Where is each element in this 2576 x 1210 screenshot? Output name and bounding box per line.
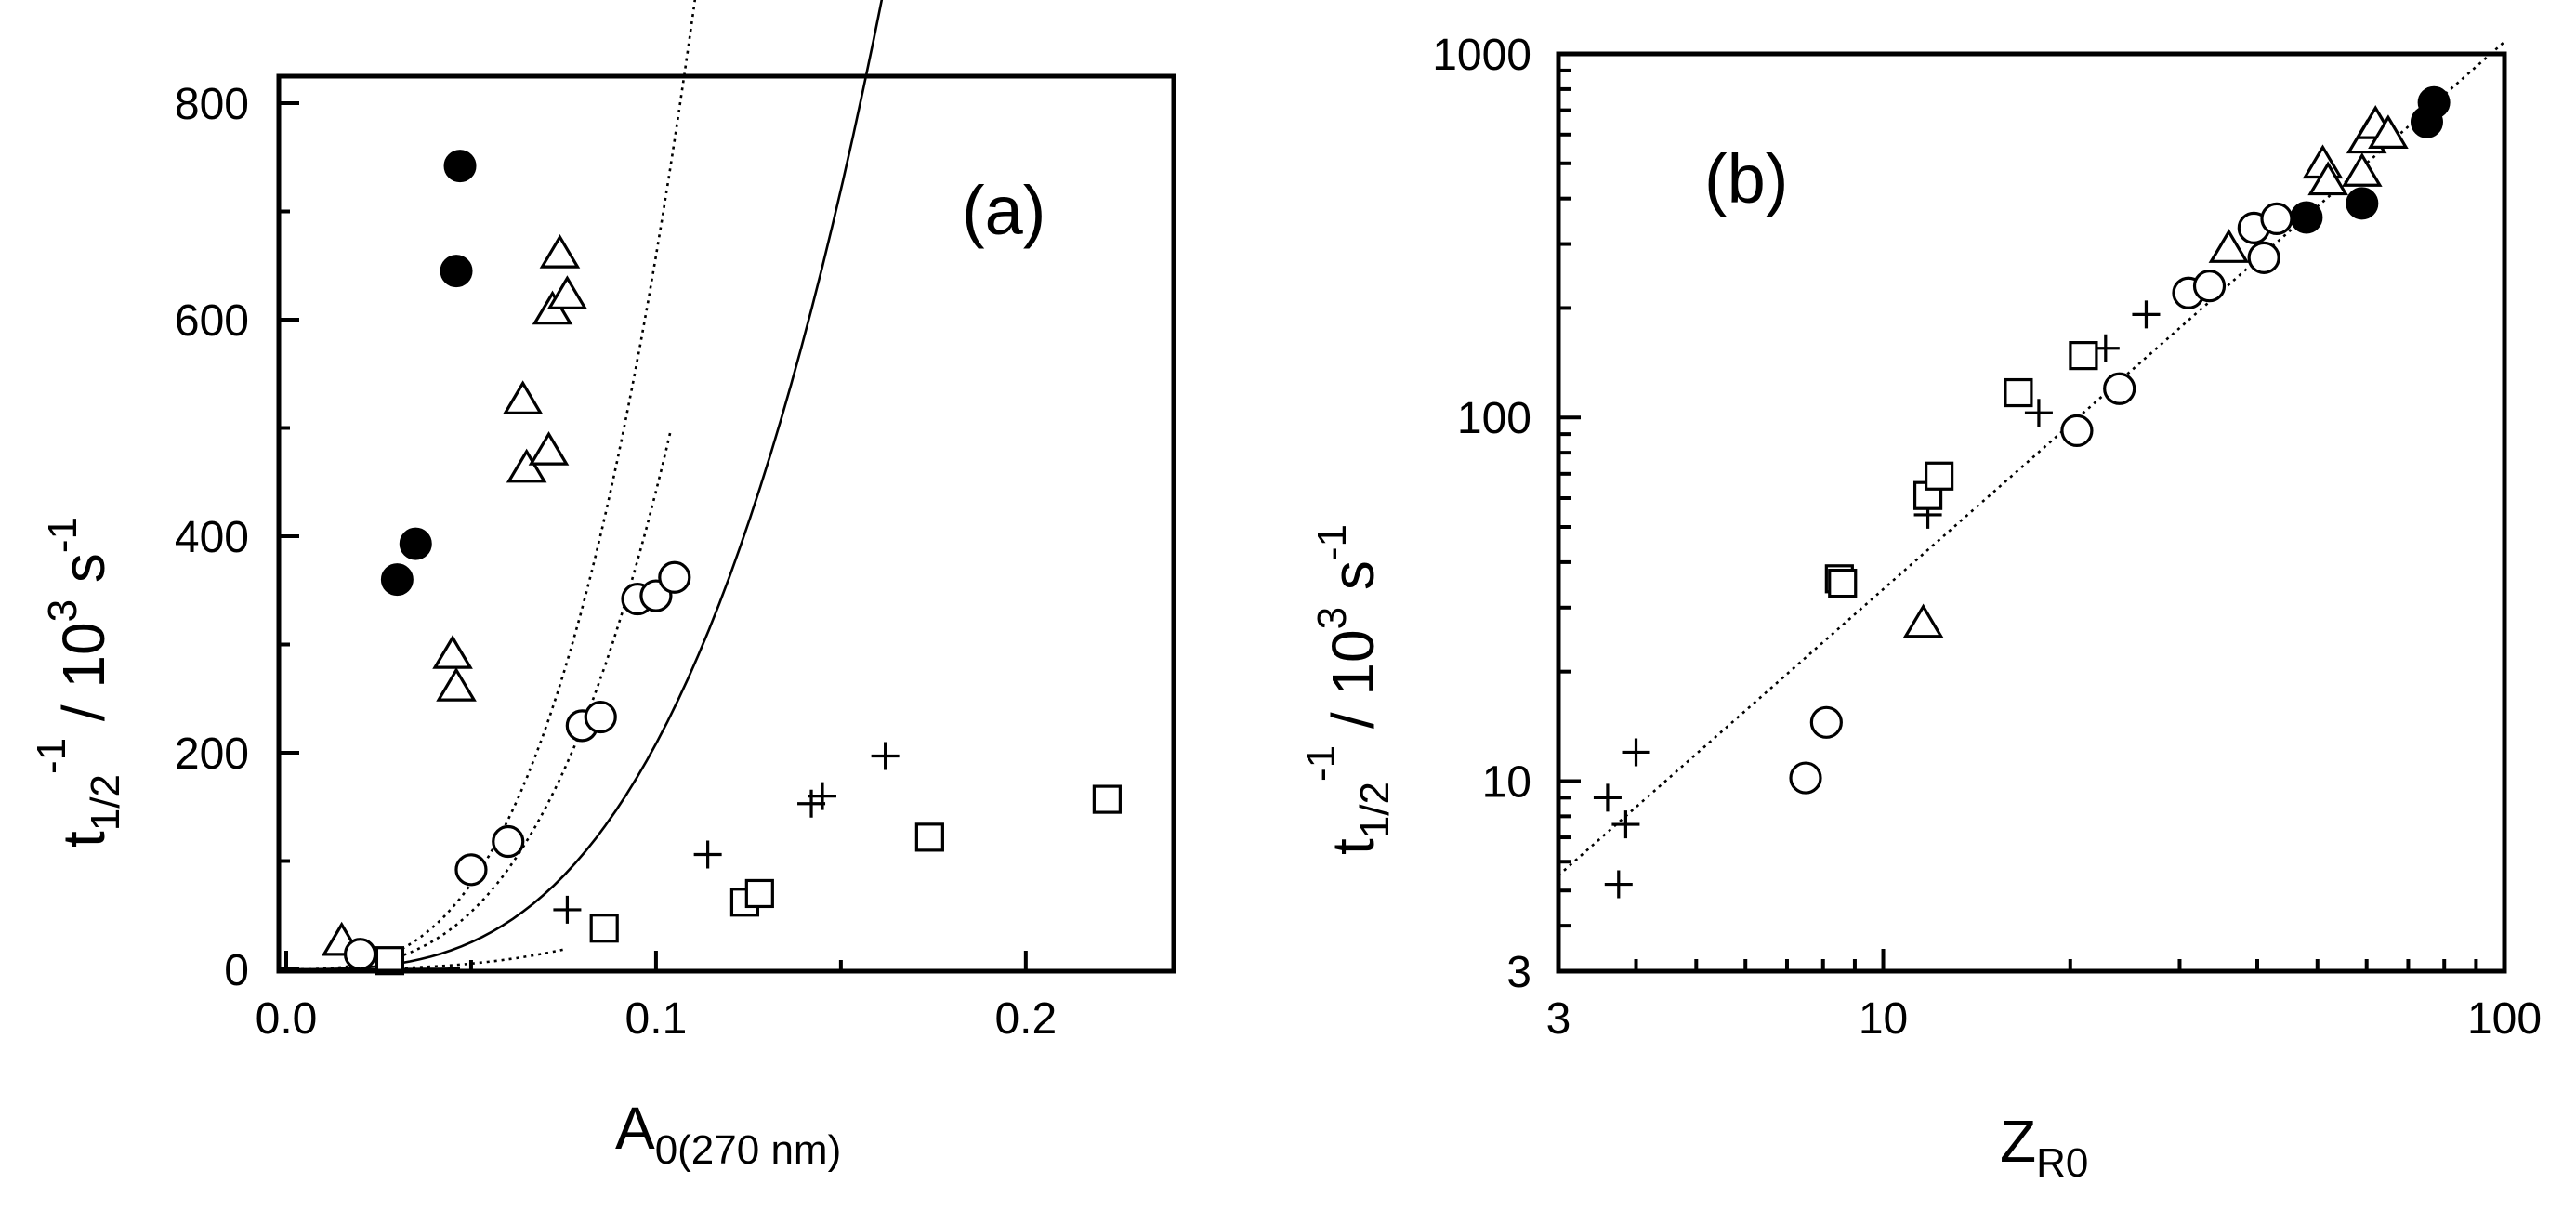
panel-a-point-open-square xyxy=(914,822,944,852)
panel-a-point-open-triangle xyxy=(539,233,581,269)
panel-b-y-tick-label: 1000 xyxy=(1432,31,1531,80)
panel-b-point-open-circle xyxy=(2060,414,2094,447)
panel-b-point-filled-circle xyxy=(2417,85,2451,119)
panel-b-point-open-circle xyxy=(2103,372,2136,405)
panel-a-x-tick-label: 0.1 xyxy=(625,994,688,1044)
panel-a-y-tick-label: 200 xyxy=(175,730,249,779)
panel-b-y-tick-label: 3 xyxy=(1506,948,1531,997)
panel-a-point-open-circle xyxy=(454,853,488,887)
panel-a-point-plus xyxy=(808,782,836,810)
panel-b-x-tick-label: 100 xyxy=(2467,994,2542,1044)
panel-b-point-open-square xyxy=(1828,568,1858,598)
panel-b-point-filled-circle xyxy=(2290,201,2323,234)
panel-b-point-open-square xyxy=(1912,480,1943,510)
panel-b-x-tick-label: 3 xyxy=(1546,994,1571,1044)
panel-b-point-open-circle xyxy=(1809,705,1843,739)
panel-a-fit-lines xyxy=(286,0,884,971)
panel-b-y-tick-label: 100 xyxy=(1457,394,1531,443)
panel-a-point-open-triangle xyxy=(432,635,473,669)
panel-a-point-open-circle xyxy=(492,824,525,859)
panel-a-point-plus xyxy=(797,789,826,818)
panel-b-y-tick-label: 10 xyxy=(1482,757,1531,807)
panel-b-point-plus xyxy=(1593,783,1622,812)
panel-a-ticks: 0.0 0.1 0.2 0 200 400 600 800 xyxy=(175,80,1057,1044)
panel-b-data-points xyxy=(1593,85,2451,899)
panel-a-y-tick-label: 400 xyxy=(175,513,249,562)
panel-a: 0.0 0.1 0.2 0 200 400 600 800 (a) A0(270 nm) t1… xyxy=(29,0,1176,1173)
panel-b-frame xyxy=(1556,51,2507,974)
panel-a-y-tick-label: 600 xyxy=(175,296,249,346)
panel-a-point-open-square xyxy=(589,914,619,943)
panel-a-point-open-triangle xyxy=(506,448,547,483)
panel-a-point-open-triangle xyxy=(436,666,477,702)
panel-a-point-filled-circle xyxy=(443,150,477,183)
panel-a-point-open-square xyxy=(744,878,774,909)
panel-b-point-plus xyxy=(1622,738,1650,767)
panel-a-x-axis-label: A0(270 nm) xyxy=(615,1095,841,1173)
panel-b-point-open-triangle xyxy=(2208,229,2250,263)
panel-b-point-open-circle xyxy=(2260,202,2293,236)
panel-b-y-axis-label: t1/2-1 / 103 s-1 xyxy=(1298,524,1398,855)
panel-b-point-open-square xyxy=(1925,461,1954,491)
panel-b-label: (b) xyxy=(1704,140,1788,217)
panel-a-x-tick-label: 0.2 xyxy=(994,994,1057,1044)
panel-a-y-axis-label: t1/2-1 / 103 s-1 xyxy=(29,517,128,848)
panel-a-point-open-circle xyxy=(658,560,691,594)
panel-b-point-plus xyxy=(2024,399,2053,427)
panel-a-point-open-triangle xyxy=(528,430,570,466)
panel-a-frame xyxy=(276,73,1176,974)
panel-a-point-filled-circle xyxy=(440,255,473,288)
panel-a-x-tick-label: 0.0 xyxy=(256,994,318,1044)
panel-b-point-open-triangle xyxy=(2342,152,2383,187)
panel-a-label: (a) xyxy=(962,172,1045,249)
panel-b-point-open-circle xyxy=(2247,241,2280,274)
panel-b-point-open-circle xyxy=(1789,761,1822,795)
panel-b-point-open-square xyxy=(2004,377,2033,408)
panel-b-point-filled-circle xyxy=(2346,187,2379,220)
panel-b-point-open-triangle xyxy=(2368,114,2409,149)
panel-b-point-open-triangle xyxy=(2307,161,2348,196)
panel-b-x-axis-label: ZR0 xyxy=(2000,1108,2088,1186)
panel-a-point-open-square xyxy=(1092,784,1122,814)
panel-a-point-open-circle xyxy=(584,700,617,734)
panel-a-fit-open-circle xyxy=(286,429,673,971)
panel-a-point-plus xyxy=(693,840,722,869)
panel-a-point-plus xyxy=(871,742,900,770)
panel-a-y-tick-label: 0 xyxy=(224,946,249,995)
panel-b: 3 10 100 3 10 100 1000 (b) ZR0 t1/2-1 / 103 s-… xyxy=(1298,31,2542,1186)
panel-b-point-plus xyxy=(1604,870,1633,899)
panel-a-fit-plus xyxy=(286,0,697,971)
panel-a-fit-open-square xyxy=(286,0,884,971)
panel-b-ticks: 3 10 100 3 10 100 1000 xyxy=(1432,31,2542,1044)
panel-b-point-open-triangle xyxy=(1902,603,1944,638)
panel-a-point-open-triangle xyxy=(502,380,544,414)
panel-b-point-plus xyxy=(2132,300,2161,329)
panel-a-data-points xyxy=(321,150,1122,976)
panel-a-point-filled-circle xyxy=(399,527,432,560)
panel-a-point-filled-circle xyxy=(380,563,414,597)
panel-b-x-tick-label: 10 xyxy=(1859,994,1908,1044)
panel-a-y-tick-label: 800 xyxy=(175,80,249,129)
panel-b-point-plus xyxy=(1611,810,1640,839)
panel-a-point-plus xyxy=(553,895,582,924)
panel-b-point-open-square xyxy=(2069,341,2098,371)
panel-b-point-open-circle xyxy=(2192,270,2227,303)
panel-a-point-open-triangle xyxy=(546,275,588,309)
panel-a-point-open-circle xyxy=(343,938,377,971)
